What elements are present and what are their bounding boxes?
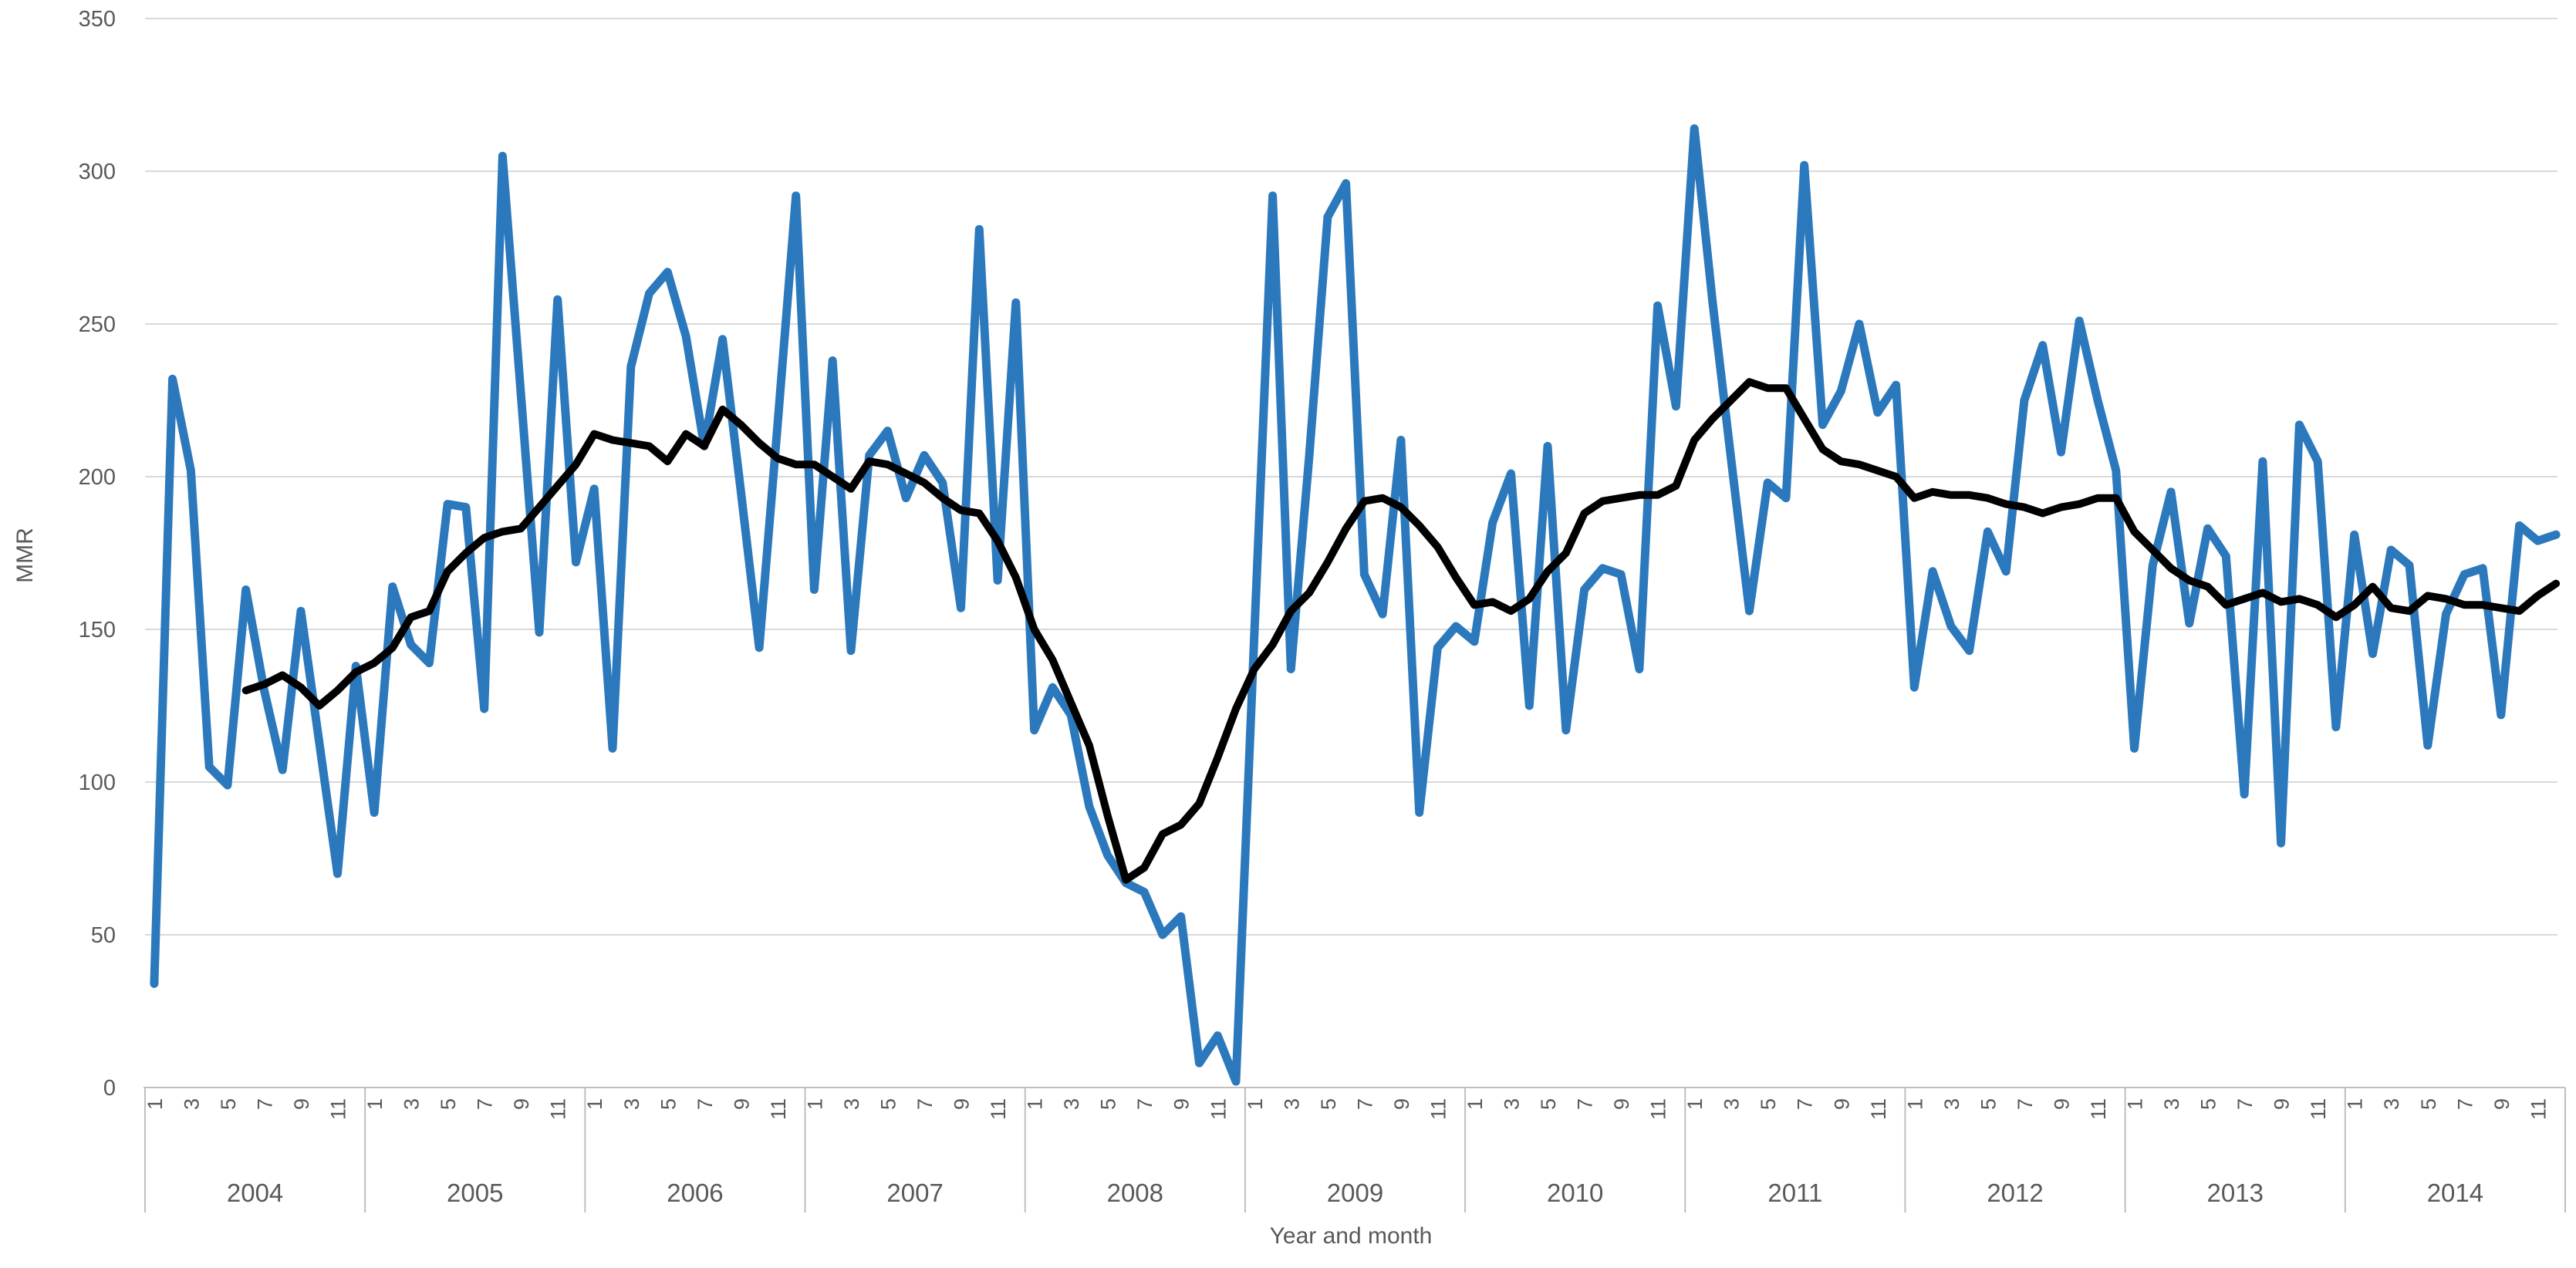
x-month-label: 3	[1060, 1098, 1083, 1110]
year-label: 2011	[1767, 1179, 1822, 1207]
year-label: 2008	[1107, 1179, 1163, 1207]
year-label: 2012	[1987, 1179, 2043, 1207]
x-month-label: 5	[1317, 1098, 1340, 1110]
x-month-label: 11	[2087, 1098, 2110, 1120]
x-month-label: 11	[547, 1098, 570, 1120]
year-label: 2007	[886, 1179, 943, 1207]
year-label: 2005	[447, 1179, 503, 1207]
y-tick-label: 0	[103, 1076, 116, 1101]
x-month-label: 3	[1720, 1098, 1744, 1110]
x-month-label: 1	[1683, 1098, 1707, 1110]
x-month-label: 7	[2453, 1098, 2476, 1110]
x-month-label: 7	[1353, 1098, 1376, 1110]
x-month-label: 7	[2233, 1098, 2257, 1110]
x-month-label: 9	[2050, 1098, 2073, 1110]
x-month-label: 3	[180, 1098, 203, 1110]
x-month-label: 1	[803, 1098, 826, 1110]
x-month-label: 5	[1757, 1098, 1780, 1110]
x-month-label: 9	[1610, 1098, 1633, 1110]
x-month-label: 9	[1170, 1098, 1193, 1110]
year-label: 2014	[2427, 1179, 2483, 1207]
x-month-label: 11	[2307, 1098, 2330, 1120]
x-month-label: 11	[767, 1098, 790, 1120]
x-month-label: 9	[510, 1098, 533, 1110]
x-month-label: 7	[1133, 1098, 1156, 1110]
x-month-label: 1	[143, 1098, 167, 1110]
x-axis-title: Year and month	[1270, 1223, 1433, 1249]
x-month-label: 9	[1830, 1098, 1853, 1110]
x-month-label: 9	[950, 1098, 974, 1110]
x-month-label: 5	[217, 1098, 240, 1110]
x-month-label: 7	[694, 1098, 717, 1110]
y-tick-label: 250	[79, 312, 116, 337]
x-month-label: 3	[1501, 1098, 1524, 1110]
year-label: 2004	[227, 1179, 283, 1207]
x-month-label: 9	[2490, 1098, 2514, 1110]
x-month-label: 1	[2124, 1098, 2147, 1110]
x-month-label: 7	[253, 1098, 276, 1110]
x-month-label: 7	[1574, 1098, 1597, 1110]
x-month-label: 5	[1097, 1098, 1120, 1110]
year-label: 2006	[667, 1179, 723, 1207]
x-month-label: 11	[327, 1098, 350, 1120]
x-month-label: 9	[1390, 1098, 1413, 1110]
x-month-label: 1	[583, 1098, 606, 1110]
x-month-label: 3	[1940, 1098, 1963, 1110]
x-month-label: 7	[913, 1098, 937, 1110]
x-month-label: 11	[1647, 1098, 1670, 1120]
x-month-label: 1	[1244, 1098, 1267, 1110]
x-month-label: 3	[2160, 1098, 2183, 1110]
x-month-label: 1	[1464, 1098, 1487, 1110]
x-month-label: 7	[2014, 1098, 2037, 1110]
x-month-label: 11	[987, 1098, 1010, 1120]
x-month-label: 11	[1867, 1098, 1890, 1120]
y-tick-label: 300	[79, 160, 116, 184]
x-month-label: 5	[2417, 1098, 2440, 1110]
y-tick-label: 100	[79, 771, 116, 795]
series-moving-average-line	[241, 378, 2561, 884]
x-month-label: 3	[1280, 1098, 1303, 1110]
x-month-label: 5	[437, 1098, 460, 1110]
year-label: 2013	[2207, 1179, 2264, 1207]
x-month-label: 1	[2344, 1098, 2367, 1110]
y-tick-label: 50	[91, 923, 116, 948]
x-month-label: 3	[620, 1098, 643, 1110]
x-month-label: 9	[2270, 1098, 2294, 1110]
x-month-label: 5	[876, 1098, 900, 1110]
x-month-label: 1	[1903, 1098, 1926, 1110]
year-label: 2010	[1547, 1179, 1603, 1207]
x-month-label: 3	[400, 1098, 424, 1110]
x-month-label: 3	[840, 1098, 863, 1110]
x-month-label: 7	[1794, 1098, 1817, 1110]
x-month-label: 9	[290, 1098, 313, 1110]
x-month-label: 7	[474, 1098, 497, 1110]
x-month-label: 3	[2380, 1098, 2403, 1110]
x-month-label: 9	[730, 1098, 753, 1110]
y-tick-label: 200	[79, 465, 116, 490]
x-month-label: 1	[1024, 1098, 1047, 1110]
x-month-label: 5	[657, 1098, 680, 1110]
year-label: 2009	[1327, 1179, 1383, 1207]
series-monthly-line	[150, 124, 2561, 1086]
y-tick-label: 150	[79, 618, 116, 642]
x-month-label: 5	[1977, 1098, 2000, 1110]
x-month-label: 5	[1537, 1098, 1560, 1110]
x-month-label: 1	[363, 1098, 387, 1110]
y-axis-title: MMR	[12, 528, 38, 583]
x-month-label: 5	[2197, 1098, 2220, 1110]
x-month-label: 11	[2527, 1098, 2550, 1120]
x-month-label: 11	[1207, 1098, 1230, 1120]
y-tick-label: 350	[79, 7, 116, 32]
x-month-label: 11	[1426, 1098, 1450, 1120]
